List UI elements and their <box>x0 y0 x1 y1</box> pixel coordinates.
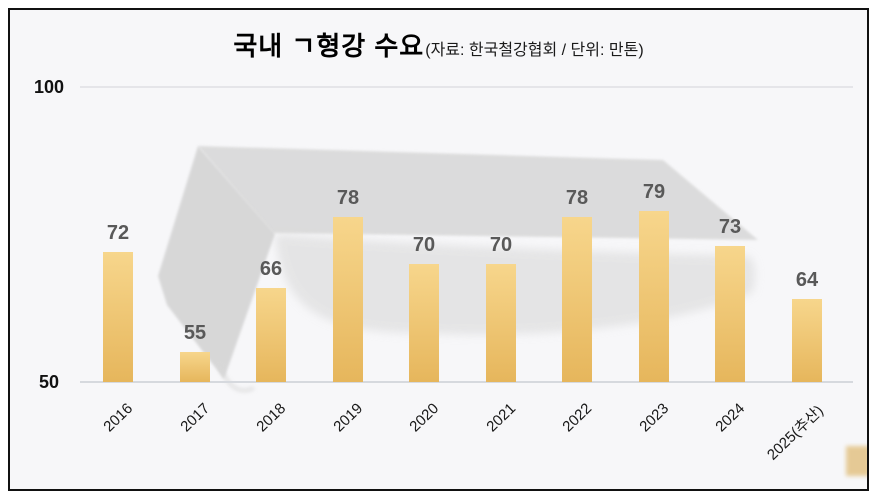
value-label-2023: 79 <box>642 181 666 203</box>
value-label-2021: 70 <box>489 234 513 256</box>
bar-2023 <box>639 211 669 382</box>
value-label-2024: 73 <box>718 216 742 238</box>
value-label-2025(추산): 64 <box>795 269 819 291</box>
value-label-2019: 78 <box>336 187 360 209</box>
gridline-100 <box>80 86 853 88</box>
value-label-2016: 72 <box>106 222 130 244</box>
value-label-2020: 70 <box>412 234 436 256</box>
bar-2024 <box>715 246 745 382</box>
bar-2018 <box>256 288 286 382</box>
chart-border-frame: 국내 ㄱ형강 수요(자료: 한국철강협회 / 단위: 만톤) 50 100 72 20… <box>8 8 869 491</box>
angle-steel-watermark-image <box>158 146 867 476</box>
chart-title: 국내 ㄱ형강 수요 <box>233 31 425 61</box>
title-row: 국내 ㄱ형강 수요(자료: 한국철강협회 / 단위: 만톤) <box>10 26 867 63</box>
bar-2016 <box>103 252 133 382</box>
bar-2021 <box>486 264 516 382</box>
bar-2017 <box>180 352 210 382</box>
value-label-2018: 66 <box>259 258 283 280</box>
watermark-top-face <box>198 146 758 240</box>
y-tick-label-50: 50 <box>38 372 60 392</box>
x-axis-line <box>80 381 853 383</box>
watermark-tip-curl <box>218 365 255 392</box>
value-label-2022: 78 <box>565 187 589 209</box>
y-tick-label-100: 100 <box>33 77 65 97</box>
watermark-left-flange <box>158 146 275 379</box>
chart-subtitle: (자료: 한국철강협회 / 단위: 만톤) <box>425 42 644 59</box>
watermark-gold-patch <box>846 446 867 476</box>
bar-2020 <box>409 264 439 382</box>
bar-2025(추산) <box>792 299 822 382</box>
value-label-2017: 55 <box>183 322 207 344</box>
bar-2022 <box>562 217 592 382</box>
bar-2019 <box>333 217 363 382</box>
